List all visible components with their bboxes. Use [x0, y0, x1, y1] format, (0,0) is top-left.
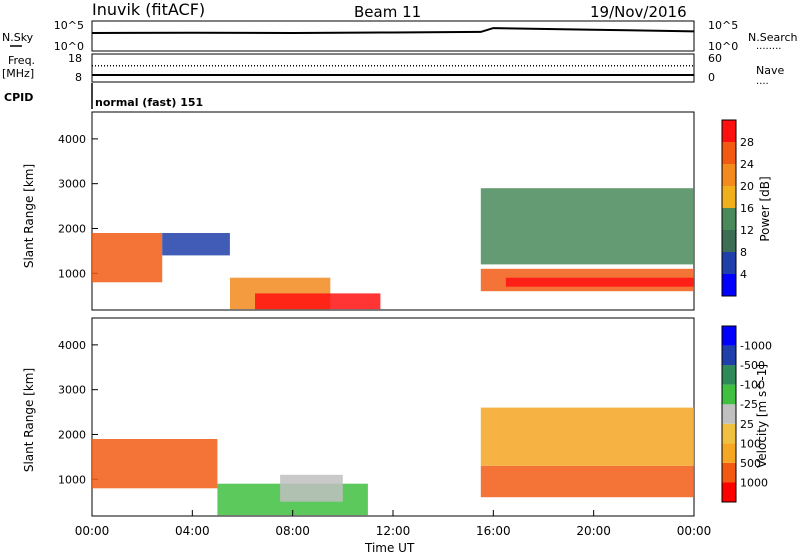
y-tick-label: 3000 [58, 384, 86, 397]
colorbar-segment [722, 120, 736, 142]
x-tick-label: 04:00 [175, 524, 210, 538]
trace-line [91, 27, 695, 35]
date-title: 19/Nov/2016 [590, 3, 687, 21]
colorbar-segment [722, 443, 736, 463]
colorbar-tick-label: 16 [740, 202, 754, 215]
colorbar-frame [721, 119, 737, 297]
echo-band [255, 293, 381, 310]
time-axis: 00:00 04:00 08:00 12:00 16:00 20:00 00:00 [75, 510, 712, 538]
frequency-panel: Freq. [MHz] 18 8 60 0 Nave .... CPID [2, 52, 784, 104]
velocity-ylabel: Slant Range [km] [22, 368, 36, 472]
colorbar-segment [722, 164, 736, 186]
velocity-y-ticks: 1000 2000 3000 4000 [58, 339, 98, 486]
noise-left-label: N.Sky [2, 31, 34, 44]
echo-band [92, 439, 218, 489]
colorbar-tick-label: -1000 [740, 340, 772, 353]
x-tick-label: 00:00 [677, 524, 712, 538]
colorbar-tick-label: -100 [740, 379, 765, 392]
colorbar-tick-label: 100 [740, 437, 761, 450]
colorbar-tick-label: -25 [740, 398, 758, 411]
beam-title: Beam 11 [354, 3, 421, 21]
echo-band [162, 233, 230, 256]
velocity-colorbar-label-text: Velocity [m s^-1] [755, 364, 769, 468]
colorbar-tick-label: 20 [740, 180, 754, 193]
cpid-text: normal (fast) 151 [95, 96, 203, 109]
freq-left-tick-top: 18 [68, 52, 82, 65]
colorbar-segment [722, 384, 736, 405]
colorbar-segment [722, 482, 736, 502]
freq-right-tick-bottom: 0 [708, 71, 715, 84]
time-axis-label: Time UT [364, 541, 415, 554]
noise-right-tick-top: 10^5 [708, 19, 738, 32]
velocity-colorbar: 1000 500 100 25 -25 -100 -500 -1000 [721, 325, 772, 503]
colorbar-tick-label: 1000 [740, 476, 768, 489]
power-colorbar-label: Power [dB] [758, 176, 772, 241]
colorbar-tick-label: -500 [740, 359, 765, 372]
echo-band [480, 465, 694, 498]
y-tick-label: 4000 [58, 133, 86, 146]
freq-left-tick-bottom: 8 [75, 71, 82, 84]
power-echoes [92, 188, 694, 310]
colorbar-segment [722, 274, 736, 296]
noise-left-tick-bottom: 10^0 [54, 40, 84, 53]
colorbar-segment [722, 423, 736, 444]
colorbar-segment [722, 252, 736, 274]
velocity-colorbar-label: Velocity [m s^-1] [755, 364, 769, 468]
colorbar-segment [722, 365, 736, 385]
power-colorbar: 4 8 12 16 20 24 28 [721, 119, 754, 297]
colorbar-segment [722, 404, 736, 424]
freq-left-units: [MHz] [2, 67, 34, 80]
freq-right-tick-top: 60 [708, 52, 722, 65]
velocity-panel: Slant Range [km] 1000 2000 3000 4000 1000 50… [22, 317, 772, 554]
noise-panel: N.Sky 10^5 10^0 10^5 10^0 N.Search .....… [2, 19, 798, 53]
x-tick-label: 12:00 [376, 524, 411, 538]
x-tick-label: 20:00 [576, 524, 611, 538]
colorbar-segment [722, 326, 736, 346]
freq-left-label: Freq. [8, 54, 35, 67]
y-tick-label: 1000 [58, 473, 86, 486]
velocity-echoes [92, 407, 694, 516]
colorbar-segment [722, 230, 736, 252]
colorbar-tick-label: 28 [740, 136, 754, 149]
echo-band [92, 233, 163, 283]
noise-right-label: N.Search [748, 31, 798, 44]
colorbar-frame [721, 325, 737, 503]
colorbar-segment [722, 142, 736, 164]
y-tick-label: 1000 [58, 267, 86, 280]
x-tick-label: 00:00 [75, 524, 110, 538]
colorbar-tick-label: 4 [740, 268, 747, 281]
y-tick-label: 3000 [58, 178, 86, 191]
echo-band [480, 407, 694, 466]
colorbar-segment [722, 186, 736, 208]
x-tick-label: 16:00 [476, 524, 511, 538]
power-panel: Slant Range [km] 1000 2000 3000 4000 4 8 12 16… [22, 111, 772, 311]
echo-band [280, 474, 343, 502]
colorbar-segment [722, 345, 736, 366]
colorbar-tick-label: 500 [740, 457, 761, 470]
noise-panel-frame [91, 20, 695, 52]
nave-right-label: Nave [756, 64, 784, 77]
y-tick-label: 4000 [58, 339, 86, 352]
echo-band [505, 277, 694, 287]
noise-right-marker: ........ [756, 41, 781, 52]
frequency-panel-frame [91, 53, 695, 83]
noise-right-tick-bottom: 10^0 [708, 40, 738, 53]
cpid-label: CPID [4, 91, 33, 104]
colorbar-tick-label: 8 [740, 246, 747, 259]
colorbar-segment [722, 462, 736, 483]
y-tick-label: 2000 [58, 428, 86, 441]
noise-left-tick-top: 10^5 [54, 19, 84, 32]
y-tick-label: 2000 [58, 222, 86, 235]
colorbar-tick-label: 12 [740, 224, 754, 237]
echo-band [480, 188, 694, 265]
power-ylabel: Slant Range [km] [22, 164, 36, 268]
colorbar-tick-label: 24 [740, 158, 754, 171]
site-title: Inuvik (fitACF) [92, 0, 205, 19]
colorbar-tick-label: 25 [740, 418, 754, 431]
nave-right-marker: .... [756, 76, 769, 87]
colorbar-segment [722, 208, 736, 230]
x-tick-label: 08:00 [275, 524, 310, 538]
cpid-panel: normal (fast) 151 [91, 83, 203, 109]
